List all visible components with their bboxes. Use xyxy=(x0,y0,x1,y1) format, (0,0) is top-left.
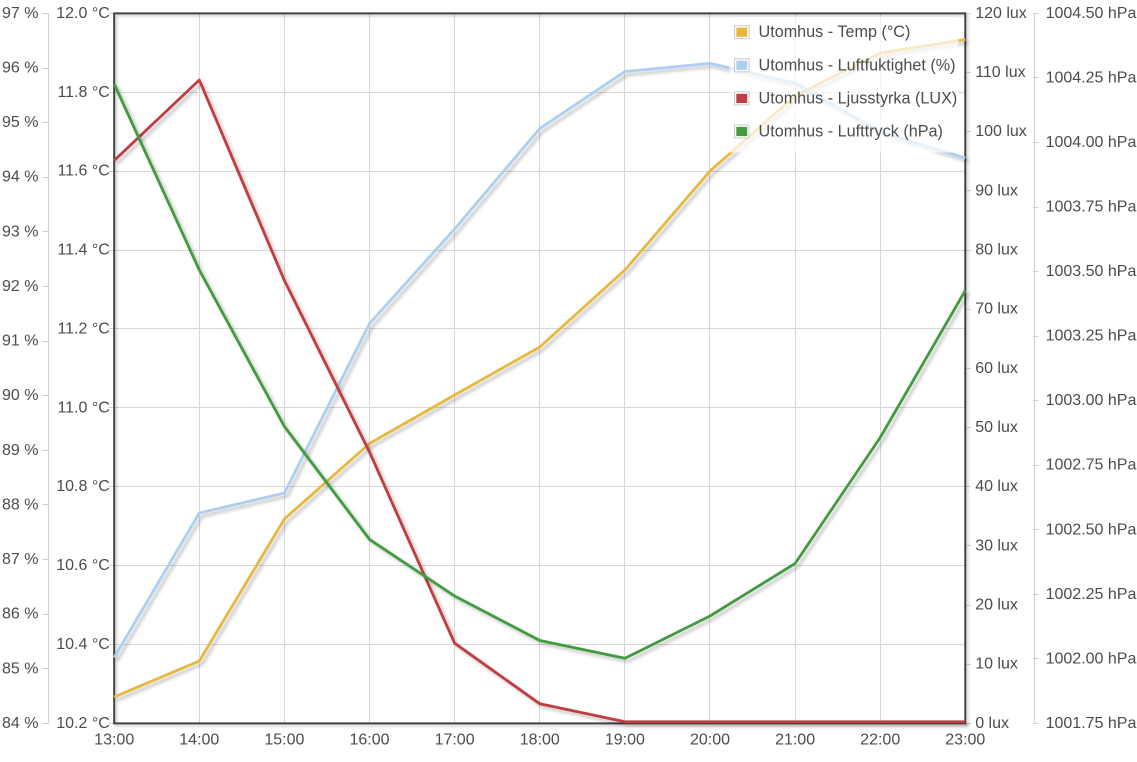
svg-text:110 lux: 110 lux xyxy=(975,64,1025,81)
svg-text:94 %: 94 % xyxy=(2,169,38,186)
svg-text:100 lux: 100 lux xyxy=(975,123,1027,140)
svg-text:1002.00 hPa: 1002.00 hPa xyxy=(1046,650,1137,667)
svg-text:Utomhus - Temp (°C): Utomhus - Temp (°C) xyxy=(759,23,911,41)
svg-text:86 %: 86 % xyxy=(2,606,38,623)
svg-text:11.4 °C: 11.4 °C xyxy=(57,242,109,259)
svg-text:10 lux: 10 lux xyxy=(975,656,1018,673)
svg-text:80 lux: 80 lux xyxy=(975,242,1018,259)
svg-text:50 lux: 50 lux xyxy=(975,419,1018,436)
svg-text:97 %: 97 % xyxy=(2,5,38,22)
svg-text:1003.75 hPa: 1003.75 hPa xyxy=(1046,199,1137,216)
svg-text:88 %: 88 % xyxy=(2,496,38,513)
svg-text:120 lux: 120 lux xyxy=(975,5,1027,22)
svg-text:1004.00 hPa: 1004.00 hPa xyxy=(1046,134,1137,151)
svg-text:14:00: 14:00 xyxy=(179,732,219,749)
svg-text:1004.50 hPa: 1004.50 hPa xyxy=(1046,5,1137,22)
svg-text:90 %: 90 % xyxy=(2,387,38,404)
svg-text:95 %: 95 % xyxy=(2,114,38,131)
svg-text:10.8 °C: 10.8 °C xyxy=(56,478,110,495)
svg-text:60 lux: 60 lux xyxy=(975,360,1018,377)
svg-text:84 %: 84 % xyxy=(2,715,38,732)
svg-text:10.6 °C: 10.6 °C xyxy=(56,557,110,574)
svg-text:15:00: 15:00 xyxy=(264,732,304,749)
svg-text:20 lux: 20 lux xyxy=(975,597,1018,614)
svg-text:11.6 °C: 11.6 °C xyxy=(57,163,109,180)
svg-text:10.4 °C: 10.4 °C xyxy=(56,636,110,653)
svg-text:1002.75 hPa: 1002.75 hPa xyxy=(1046,457,1137,474)
svg-text:Utomhus - Luftfuktighet (%): Utomhus - Luftfuktighet (%) xyxy=(759,56,956,74)
svg-text:91 %: 91 % xyxy=(2,333,38,350)
svg-text:1002.25 hPa: 1002.25 hPa xyxy=(1046,586,1137,603)
svg-text:70 lux: 70 lux xyxy=(975,301,1018,318)
svg-text:1003.00 hPa: 1003.00 hPa xyxy=(1046,392,1137,409)
svg-text:1003.25 hPa: 1003.25 hPa xyxy=(1046,328,1137,345)
svg-text:11.0 °C: 11.0 °C xyxy=(57,399,109,416)
svg-text:Utomhus - Lufttryck (hPa): Utomhus - Lufttryck (hPa) xyxy=(759,123,943,141)
svg-text:93 %: 93 % xyxy=(2,223,38,240)
svg-text:23:00: 23:00 xyxy=(945,732,985,749)
svg-text:1001.75 hPa: 1001.75 hPa xyxy=(1046,715,1137,732)
svg-text:1003.50 hPa: 1003.50 hPa xyxy=(1046,263,1137,280)
svg-text:1002.50 hPa: 1002.50 hPa xyxy=(1046,521,1137,538)
svg-text:40 lux: 40 lux xyxy=(975,478,1018,495)
svg-text:87 %: 87 % xyxy=(2,551,38,568)
svg-text:30 lux: 30 lux xyxy=(975,537,1018,554)
svg-text:22:00: 22:00 xyxy=(860,732,900,749)
svg-text:92 %: 92 % xyxy=(2,278,38,295)
svg-text:20:00: 20:00 xyxy=(690,732,730,749)
svg-text:18:00: 18:00 xyxy=(520,732,560,749)
svg-text:11.2 °C: 11.2 °C xyxy=(57,321,109,338)
svg-text:0 lux: 0 lux xyxy=(975,715,1009,732)
svg-text:11.8 °C: 11.8 °C xyxy=(57,84,109,101)
svg-text:12.0 °C: 12.0 °C xyxy=(56,5,110,22)
svg-text:13:00: 13:00 xyxy=(94,732,134,749)
svg-text:Utomhus - Ljusstyrka (LUX): Utomhus - Ljusstyrka (LUX) xyxy=(759,89,958,107)
svg-text:85 %: 85 % xyxy=(2,660,38,677)
svg-text:21:00: 21:00 xyxy=(775,732,815,749)
svg-text:90 lux: 90 lux xyxy=(975,182,1018,199)
svg-text:96 %: 96 % xyxy=(2,60,38,77)
svg-text:17:00: 17:00 xyxy=(435,732,475,749)
svg-text:10.2 °C: 10.2 °C xyxy=(56,715,110,732)
svg-text:89 %: 89 % xyxy=(2,442,38,459)
svg-text:16:00: 16:00 xyxy=(349,732,389,749)
svg-text:19:00: 19:00 xyxy=(605,732,645,749)
svg-text:1004.25 hPa: 1004.25 hPa xyxy=(1046,69,1137,86)
